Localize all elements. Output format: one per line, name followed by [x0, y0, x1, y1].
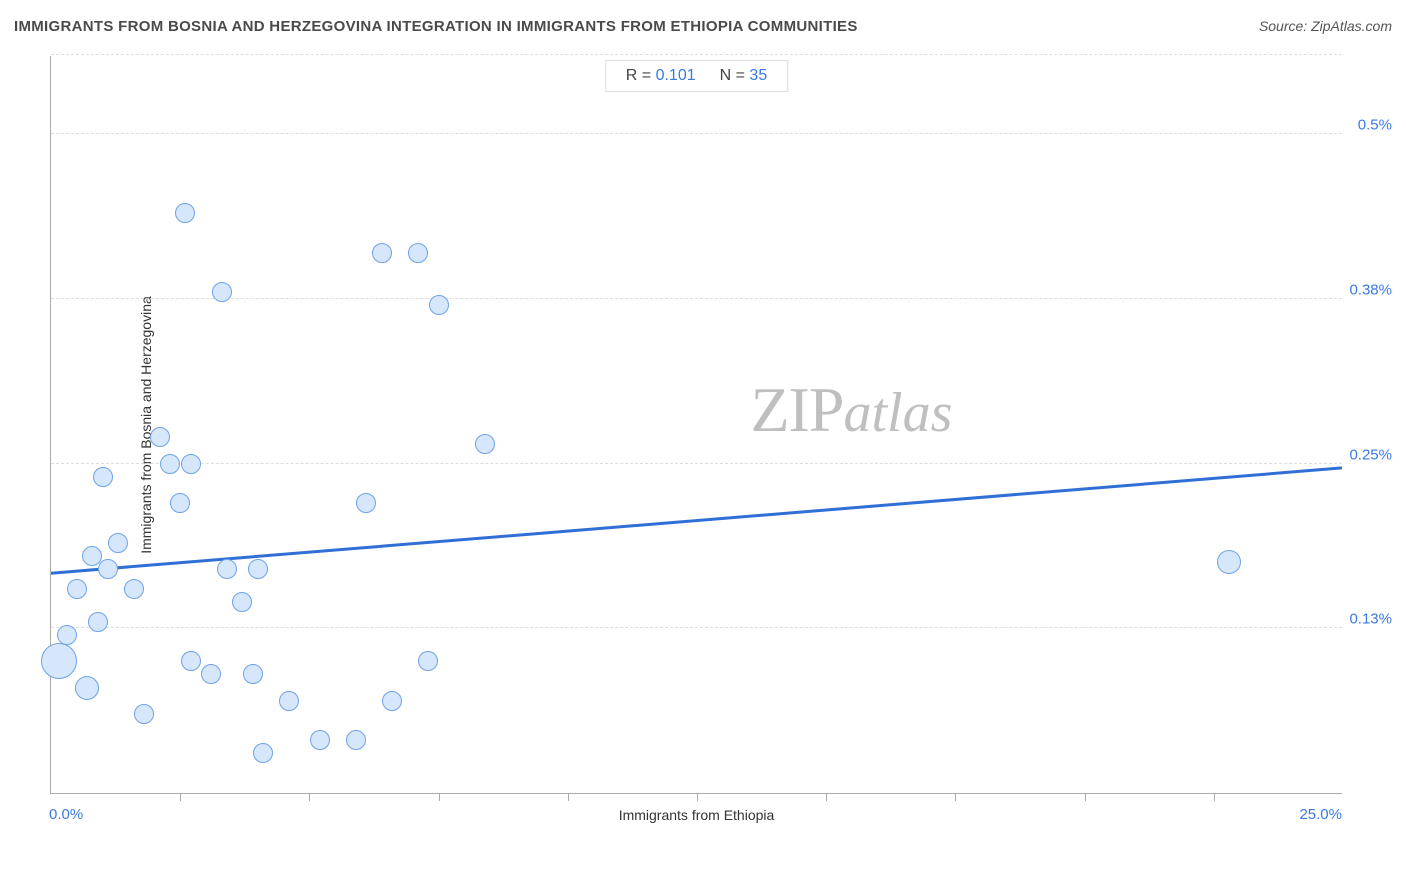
data-point	[124, 579, 144, 599]
y-tick-label: 0.5%	[1358, 117, 1392, 134]
data-point	[243, 664, 263, 684]
data-point	[93, 467, 113, 487]
x-tick	[697, 793, 698, 801]
source-label: Source: ZipAtlas.com	[1259, 18, 1392, 34]
gridline-h	[51, 54, 1342, 55]
x-tick	[1085, 793, 1086, 801]
data-point	[160, 454, 180, 474]
gridline-h	[51, 298, 1342, 299]
stat-n-value: 35	[749, 67, 767, 84]
data-point	[253, 743, 273, 763]
data-point	[57, 625, 77, 645]
trendline	[51, 56, 1342, 793]
chart-title: IMMIGRANTS FROM BOSNIA AND HERZEGOVINA I…	[14, 18, 858, 35]
x-tick	[1214, 793, 1215, 801]
x-tick	[568, 793, 569, 801]
watermark-zip: ZIP	[750, 374, 843, 445]
x-tick	[309, 793, 310, 801]
data-point	[408, 243, 428, 263]
data-point	[150, 427, 170, 447]
gridline-h	[51, 463, 1342, 464]
y-axis-label: Immigrants from Bosnia and Herzegovina	[138, 296, 154, 554]
data-point	[212, 282, 232, 302]
x-tick	[439, 793, 440, 801]
x-tick	[955, 793, 956, 801]
data-point	[67, 579, 87, 599]
x-axis-max: 25.0%	[1299, 806, 1342, 823]
scatter-plot: ZIPatlas R = 0.101 N = 35 Immigrants fro…	[50, 56, 1342, 794]
chart-area: ZIPatlas R = 0.101 N = 35 Immigrants fro…	[50, 56, 1390, 826]
x-tick	[180, 793, 181, 801]
data-point	[346, 730, 366, 750]
data-point	[1217, 550, 1241, 574]
data-point	[418, 651, 438, 671]
data-point	[310, 730, 330, 750]
data-point	[372, 243, 392, 263]
data-point	[88, 612, 108, 632]
stat-r-label: R =	[626, 67, 656, 84]
data-point	[279, 691, 299, 711]
data-point	[175, 203, 195, 223]
data-point	[201, 664, 221, 684]
gridline-h	[51, 133, 1342, 134]
stat-r: R = 0.101	[626, 67, 696, 85]
stats-box: R = 0.101 N = 35	[605, 60, 788, 92]
data-point	[108, 533, 128, 553]
y-tick-label: 0.13%	[1349, 611, 1392, 628]
data-point	[217, 559, 237, 579]
data-point	[41, 643, 77, 679]
data-point	[181, 651, 201, 671]
watermark: ZIPatlas	[750, 373, 952, 447]
stat-n: N = 35	[720, 67, 768, 85]
data-point	[356, 493, 376, 513]
data-point	[170, 493, 190, 513]
watermark-atlas: atlas	[843, 382, 952, 444]
data-point	[75, 676, 99, 700]
stat-n-label: N =	[720, 67, 750, 84]
x-axis-label: Immigrants from Ethiopia	[619, 807, 775, 823]
data-point	[248, 559, 268, 579]
gridline-h	[51, 627, 1342, 628]
y-tick-label: 0.25%	[1349, 446, 1392, 463]
data-point	[429, 295, 449, 315]
data-point	[98, 559, 118, 579]
data-point	[382, 691, 402, 711]
x-tick	[826, 793, 827, 801]
data-point	[134, 704, 154, 724]
x-axis-min: 0.0%	[49, 806, 83, 823]
data-point	[475, 434, 495, 454]
data-point	[181, 454, 201, 474]
data-point	[232, 592, 252, 612]
stat-r-value: 0.101	[656, 67, 696, 84]
y-tick-label: 0.38%	[1349, 281, 1392, 298]
